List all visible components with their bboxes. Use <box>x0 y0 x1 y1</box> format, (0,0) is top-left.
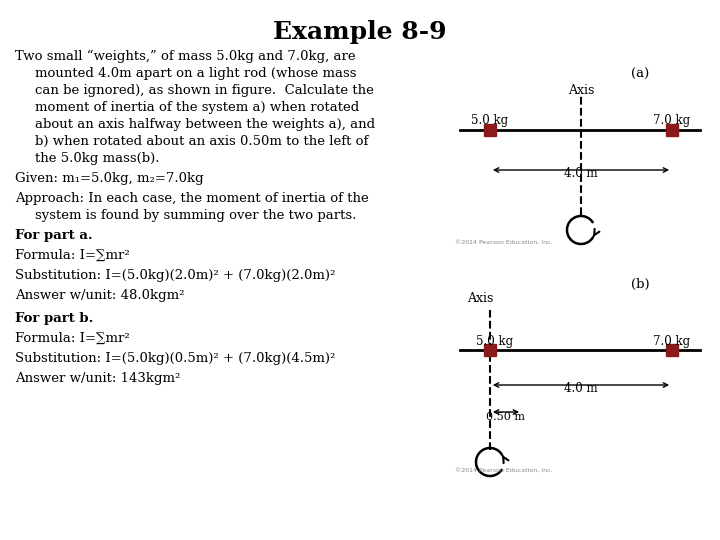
Text: Substitution: I=(5.0kg)(2.0m)² + (7.0kg)(2.0m)²: Substitution: I=(5.0kg)(2.0m)² + (7.0kg)… <box>15 269 336 282</box>
Text: ©2014 Pearson Education, Inc.: ©2014 Pearson Education, Inc. <box>455 240 553 245</box>
Text: system is found by summing over the two parts.: system is found by summing over the two … <box>35 209 356 222</box>
Text: For part a.: For part a. <box>15 229 93 242</box>
Text: Answer w/unit: 143kgm²: Answer w/unit: 143kgm² <box>15 372 181 385</box>
Text: 0.50 m: 0.50 m <box>487 412 526 422</box>
Text: Axis: Axis <box>467 292 493 305</box>
Text: Given: m₁=5.0kg, m₂=7.0kg: Given: m₁=5.0kg, m₂=7.0kg <box>15 172 204 185</box>
Text: mounted 4.0m apart on a light rod (whose mass: mounted 4.0m apart on a light rod (whose… <box>35 67 356 80</box>
Text: the 5.0kg mass(b).: the 5.0kg mass(b). <box>35 152 160 165</box>
Bar <box>484 124 496 136</box>
Text: Two small “weights,” of mass 5.0kg and 7.0kg, are: Two small “weights,” of mass 5.0kg and 7… <box>15 50 356 63</box>
Text: Axis: Axis <box>568 84 594 97</box>
Bar <box>484 344 496 356</box>
Text: 7.0 kg: 7.0 kg <box>654 114 690 127</box>
Text: b) when rotated about an axis 0.50m to the left of: b) when rotated about an axis 0.50m to t… <box>35 135 369 148</box>
Text: Formula: I=∑mr²: Formula: I=∑mr² <box>15 249 130 262</box>
Text: about an axis halfway between the weights a), and: about an axis halfway between the weight… <box>35 118 375 131</box>
Text: (a): (a) <box>631 68 649 81</box>
Text: Approach: In each case, the moment of inertia of the: Approach: In each case, the moment of in… <box>15 192 369 205</box>
Text: Formula: I=∑mr²: Formula: I=∑mr² <box>15 332 130 345</box>
Text: can be ignored), as shown in figure.  Calculate the: can be ignored), as shown in figure. Cal… <box>35 84 374 97</box>
Text: 7.0 kg: 7.0 kg <box>654 335 690 348</box>
Text: Substitution: I=(5.0kg)(0.5m)² + (7.0kg)(4.5m)²: Substitution: I=(5.0kg)(0.5m)² + (7.0kg)… <box>15 352 336 365</box>
Bar <box>666 124 678 136</box>
Text: 4.0 m: 4.0 m <box>564 382 598 395</box>
Text: moment of inertia of the system a) when rotated: moment of inertia of the system a) when … <box>35 101 359 114</box>
Text: (b): (b) <box>631 278 649 291</box>
Text: 5.0 kg: 5.0 kg <box>472 114 508 127</box>
Text: For part b.: For part b. <box>15 312 94 325</box>
Text: ©2014 Pearson Education, Inc.: ©2014 Pearson Education, Inc. <box>455 468 553 473</box>
Text: 5.0 kg: 5.0 kg <box>477 335 513 348</box>
Bar <box>666 344 678 356</box>
Text: Example 8-9: Example 8-9 <box>273 20 447 44</box>
Text: Answer w/unit: 48.0kgm²: Answer w/unit: 48.0kgm² <box>15 289 184 302</box>
Text: 4.0 m: 4.0 m <box>564 167 598 180</box>
